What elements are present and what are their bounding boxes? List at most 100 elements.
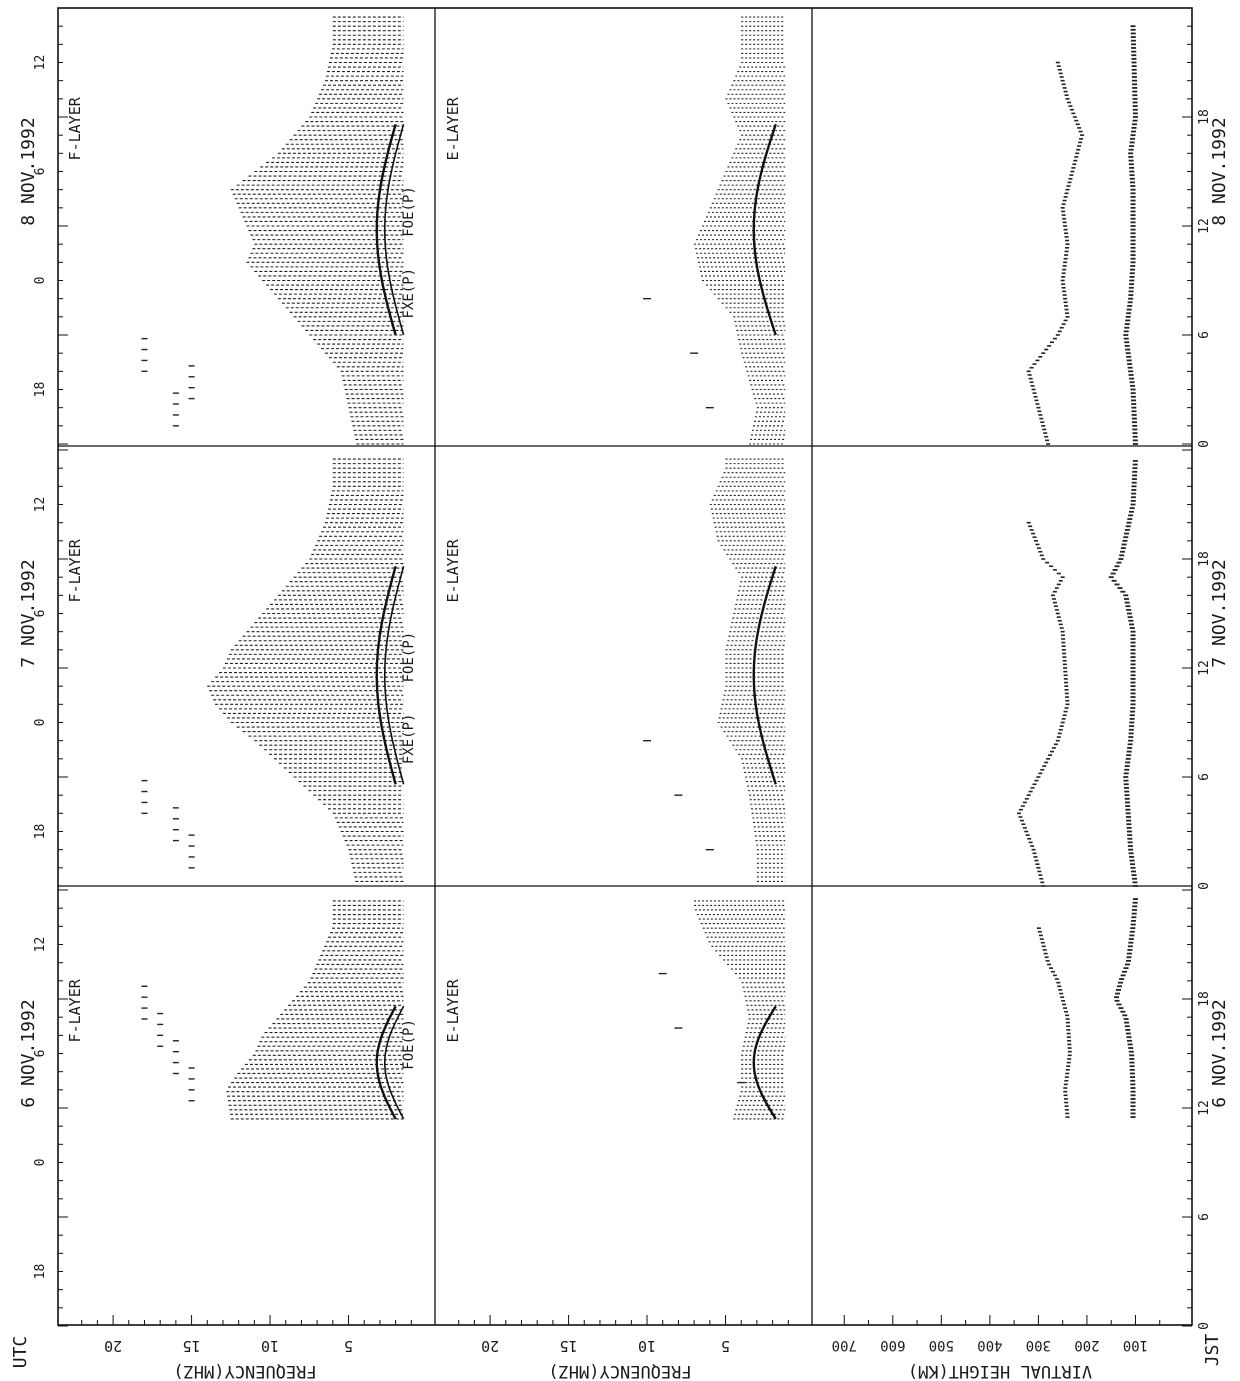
- e-height-point: [1131, 403, 1137, 405]
- f-height-point: [1052, 601, 1057, 604]
- f-height-point: [1073, 159, 1078, 162]
- e-height-point: [1124, 341, 1130, 344]
- e-height-point: [1124, 345, 1130, 347]
- f-panel-foe-curve: [375, 1005, 397, 1120]
- e-height-point: [1123, 334, 1129, 336]
- f-height-point: [1060, 576, 1065, 578]
- e-height-point: [1128, 728, 1134, 731]
- e-height-point: [1124, 790, 1130, 793]
- e-height-point: [1124, 768, 1130, 771]
- f-height-point: [1063, 90, 1068, 93]
- e-height-point: [1125, 808, 1131, 811]
- f-height-point: [1065, 188, 1070, 191]
- e-height-point: [1127, 841, 1133, 844]
- f-height-point: [1027, 837, 1032, 840]
- height-tick-label: 600: [880, 1337, 905, 1353]
- e-height-point: [1130, 388, 1136, 391]
- e-height-point: [1130, 499, 1136, 502]
- f-height-point: [1035, 359, 1040, 362]
- e-height-point: [1129, 717, 1135, 720]
- e-height-point: [1132, 424, 1138, 427]
- freq-tick-label: 15: [183, 1337, 201, 1355]
- e-height-point: [1118, 558, 1124, 560]
- e-height-point: [1132, 898, 1138, 900]
- e-height-point: [1130, 395, 1136, 398]
- e-height-point: [1132, 470, 1138, 473]
- f-height-point: [1057, 732, 1062, 735]
- f-height-point: [1052, 337, 1057, 340]
- f-height-point: [1025, 834, 1030, 836]
- f-height-point: [1028, 790, 1033, 793]
- f-height-point: [1060, 279, 1065, 282]
- f-height-point: [1061, 641, 1066, 644]
- e-height-point: [1130, 496, 1136, 499]
- f-height-point: [1066, 1065, 1071, 1068]
- e-height-point: [1128, 736, 1134, 738]
- e-height-point: [1131, 492, 1137, 495]
- f-height-point: [1063, 196, 1068, 198]
- e-height-point: [1130, 206, 1136, 209]
- e-height-point: [1126, 830, 1132, 833]
- f-height-point: [1064, 685, 1069, 687]
- freq-tick-label: 10: [261, 1337, 279, 1355]
- f-height-point: [1070, 170, 1075, 173]
- f-height-point: [1067, 181, 1072, 184]
- f-height-point: [1033, 856, 1038, 858]
- e-height-point: [1125, 1028, 1131, 1031]
- f-height-point: [1062, 1003, 1067, 1006]
- e-height-point: [1125, 315, 1131, 318]
- e-height-point: [1123, 1018, 1129, 1020]
- plot-frame: [57, 7, 1193, 1326]
- f-height-point: [1030, 385, 1035, 387]
- f-height-point: [1018, 808, 1023, 811]
- f-height-point: [1053, 605, 1058, 608]
- e-height-point: [1132, 108, 1138, 111]
- f-height-point: [1062, 217, 1067, 220]
- e-height-point: [1130, 648, 1136, 651]
- e-height-point: [1125, 805, 1131, 807]
- e-height-point: [1124, 797, 1130, 800]
- freq-tick-label: 10: [638, 1337, 656, 1355]
- f-height-point: [1064, 1105, 1069, 1107]
- e-height-point: [1130, 199, 1136, 202]
- e-height-point: [1120, 1010, 1126, 1013]
- e-height-point: [1130, 710, 1136, 713]
- e-height-point: [1123, 967, 1129, 970]
- utc-label: UTC: [10, 1336, 31, 1369]
- e-height-point: [1125, 757, 1131, 760]
- e-height-point: [1130, 674, 1136, 677]
- f-height-point: [1062, 659, 1067, 662]
- e-layer-label: E-LAYER: [444, 538, 462, 602]
- e-height-point: [1130, 246, 1136, 249]
- e-height-point: [1127, 305, 1133, 307]
- f-height-point: [1066, 101, 1071, 104]
- f-height-point: [1077, 127, 1082, 129]
- f-height-point: [1055, 739, 1060, 742]
- e-height-point: [1131, 127, 1137, 129]
- e-height-point: [1117, 587, 1123, 589]
- f-height-point: [1069, 174, 1074, 176]
- f-height-point: [1054, 587, 1059, 589]
- e-height-point: [1130, 1098, 1136, 1100]
- e-height-point: [1130, 36, 1136, 38]
- e-height-point: [1130, 863, 1136, 866]
- f-height-point: [1071, 167, 1076, 169]
- f-height-point: [1039, 554, 1044, 557]
- f-height-point: [1019, 819, 1024, 822]
- f-height-point: [1072, 116, 1077, 118]
- e-height-point: [1128, 294, 1134, 296]
- e-height-point: [1130, 28, 1136, 31]
- height-axis-title: VIRTUAL HEIGHT(KM): [908, 1361, 1092, 1381]
- e-height-point: [1132, 881, 1138, 884]
- f-height-point: [1049, 341, 1054, 344]
- f-height-point: [1065, 1021, 1070, 1024]
- e-height-point: [1132, 460, 1138, 462]
- e-height-point: [1132, 112, 1138, 115]
- f-height-point: [1024, 798, 1029, 800]
- e-height-point: [1128, 732, 1134, 735]
- e-height-point: [1126, 312, 1132, 315]
- e-frequency-axis-title: FREQUENCY(MHZ): [548, 1361, 691, 1381]
- e-height-point: [1132, 432, 1138, 434]
- e-height-point: [1129, 174, 1135, 177]
- f-height-point: [1041, 885, 1046, 887]
